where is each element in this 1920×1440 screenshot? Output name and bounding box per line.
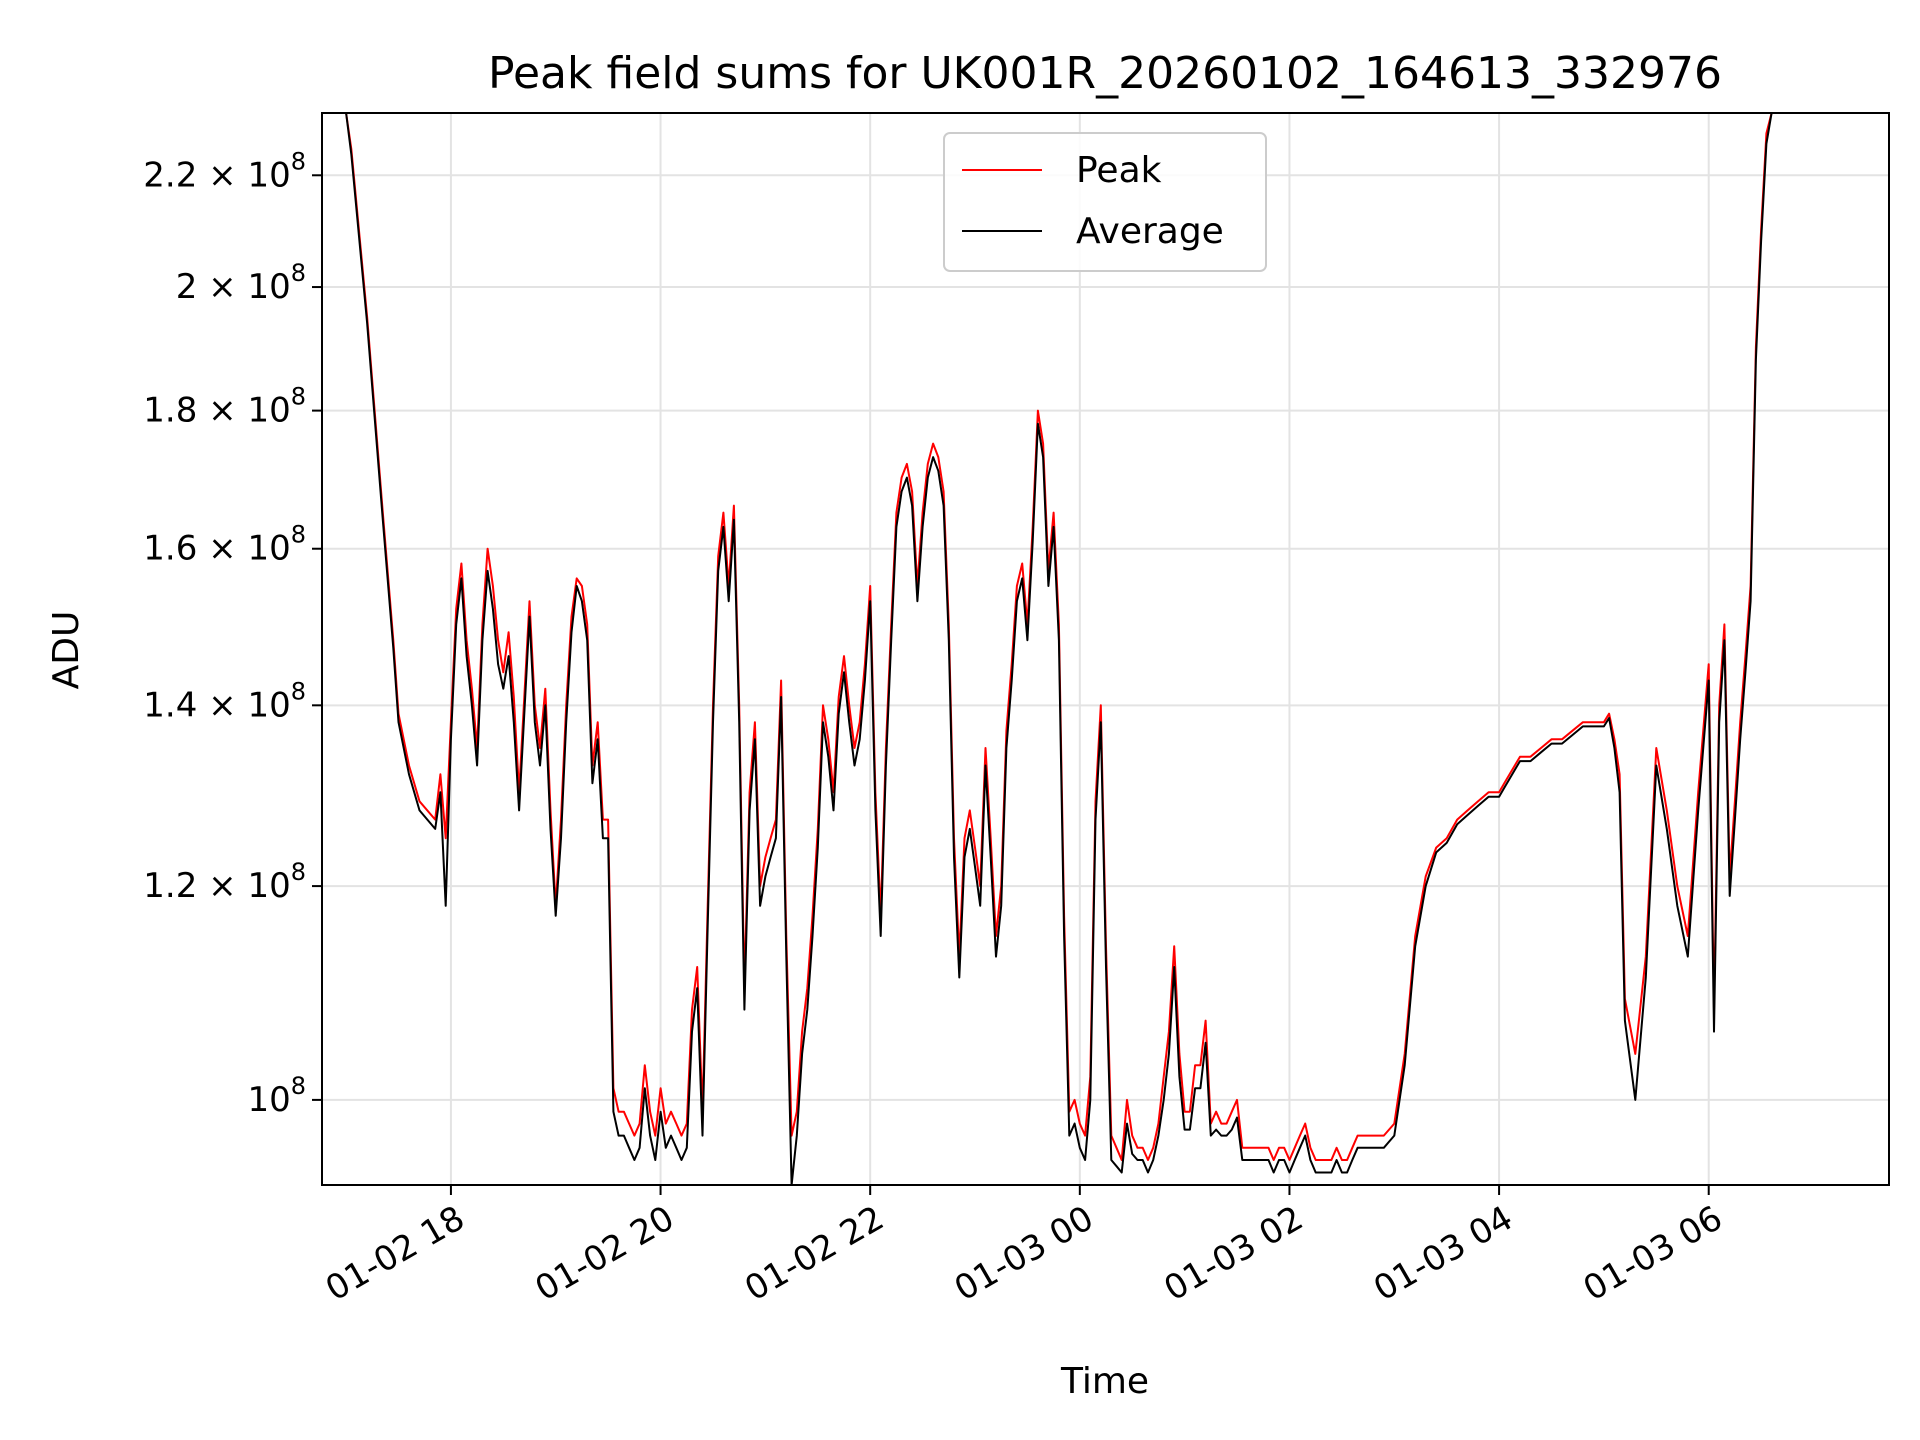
y-tick-label: 2.2 × 108 [143,147,306,195]
y-tick-label: 1.6 × 108 [143,521,306,569]
y-axis-label: ADU [46,611,87,690]
series-layer [322,113,1777,1185]
y-tick-label: 1.2 × 108 [143,858,306,906]
y-tick-label: 1.8 × 108 [143,383,306,431]
series-line-average [322,113,1777,1185]
plot-frame [321,112,1890,1186]
y-tick-label: 2 × 108 [176,259,306,307]
x-axis-label: Time [1060,1361,1149,1402]
legend-box [943,132,1267,272]
legend-label-peak: Peak [1076,150,1162,191]
y-tick-label: 1.4 × 108 [143,677,306,725]
legend: Peak Average [943,132,1267,272]
chart-title: Peak field sums for UK001R_20260102_1646… [488,48,1722,99]
legend-label-average: Average [1076,211,1224,252]
